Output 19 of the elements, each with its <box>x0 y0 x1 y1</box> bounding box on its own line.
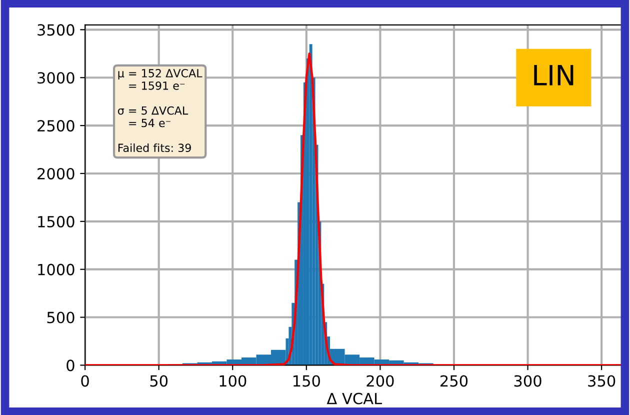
y-tick-label: 2500 <box>38 120 74 132</box>
y-tick-label: 500 <box>47 312 74 324</box>
text: μ = 152 ΔVCAL = 1591 e⁻ σ = 5 ΔVCAL = 54 e⁻ Failed fits: 39 <box>118 69 202 152</box>
x-tick-label: 250 <box>440 375 468 387</box>
y-tick-label: 1500 <box>38 216 74 228</box>
x-tick-label: 100 <box>220 375 246 387</box>
x-tick-label: 150 <box>294 375 320 387</box>
x-tick-label: 50 <box>150 375 168 387</box>
y-tick-label: 3500 <box>38 24 74 36</box>
y-tick-label: 3000 <box>38 72 74 84</box>
y-tick-label: 2000 <box>38 168 74 180</box>
y-tick-label: 0 <box>66 360 74 372</box>
y-tick-label: 1000 <box>38 264 74 276</box>
x-tick-label: 0 <box>81 375 89 387</box>
x-tick-label: 200 <box>366 375 394 387</box>
x-tick-label: 300 <box>514 375 542 387</box>
annotation: LIN <box>534 65 574 86</box>
x-tick-label: 350 <box>588 375 616 387</box>
x-axis-title: Δ VCAL <box>326 392 382 404</box>
